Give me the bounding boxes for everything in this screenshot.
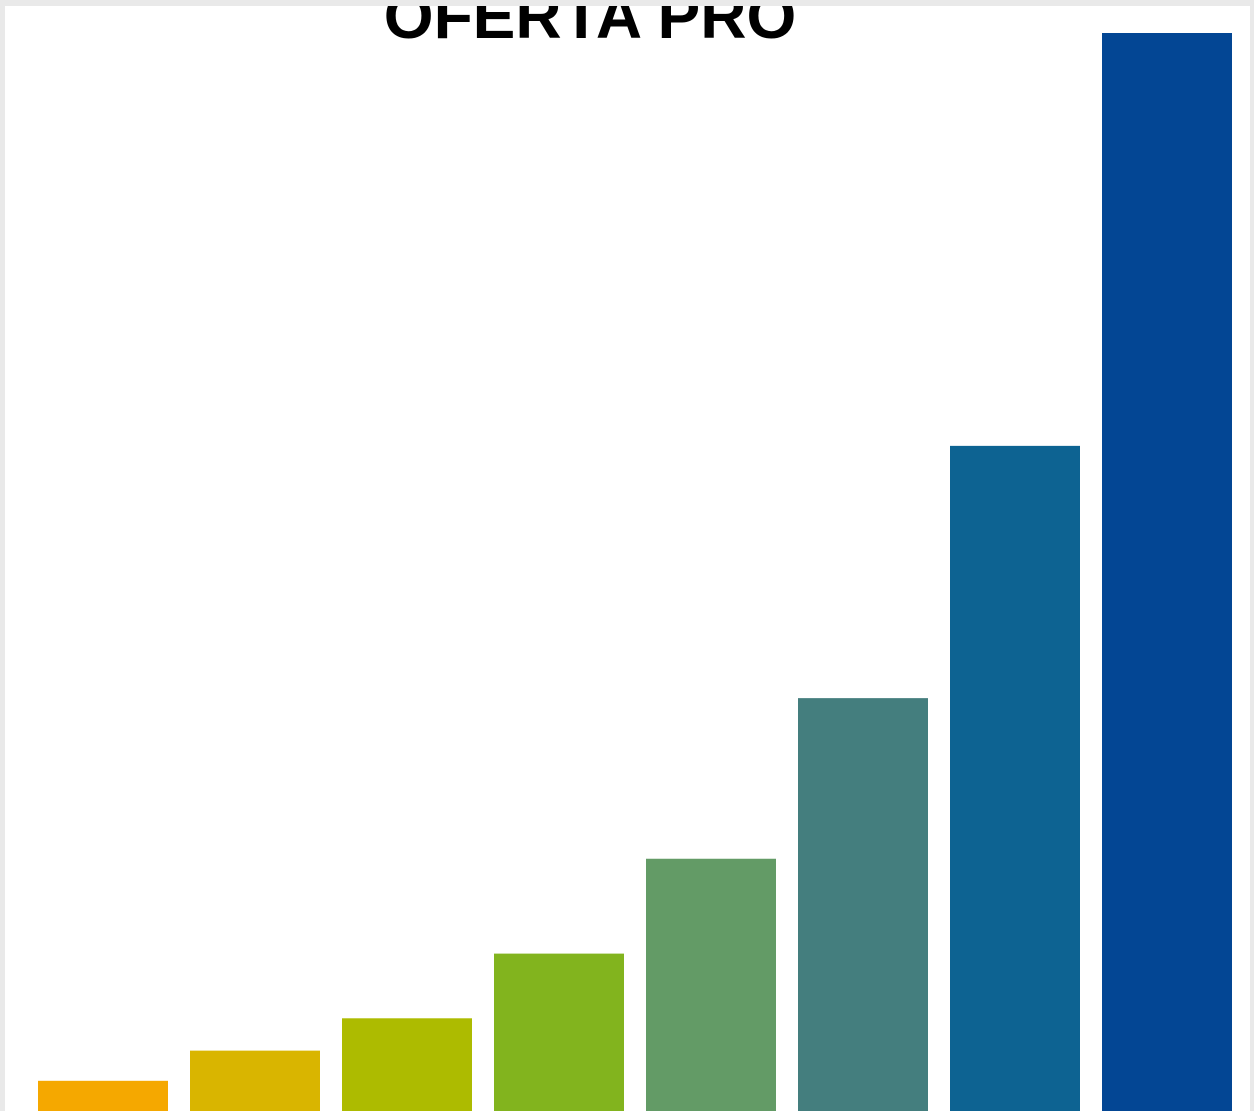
chart-title: OFERTA PRO (383, 6, 797, 52)
bar-6 (798, 698, 928, 1111)
bar-8 (1102, 33, 1232, 1111)
bar-chart (38, 33, 1232, 1111)
bar-4 (494, 953, 624, 1111)
bar-5 (646, 858, 776, 1111)
chart-panel: OFERTA PRO (5, 6, 1250, 1111)
bar-7 (950, 445, 1080, 1111)
bar-1 (38, 1080, 168, 1111)
bar-3 (342, 1018, 472, 1111)
bar-2 (190, 1050, 320, 1111)
